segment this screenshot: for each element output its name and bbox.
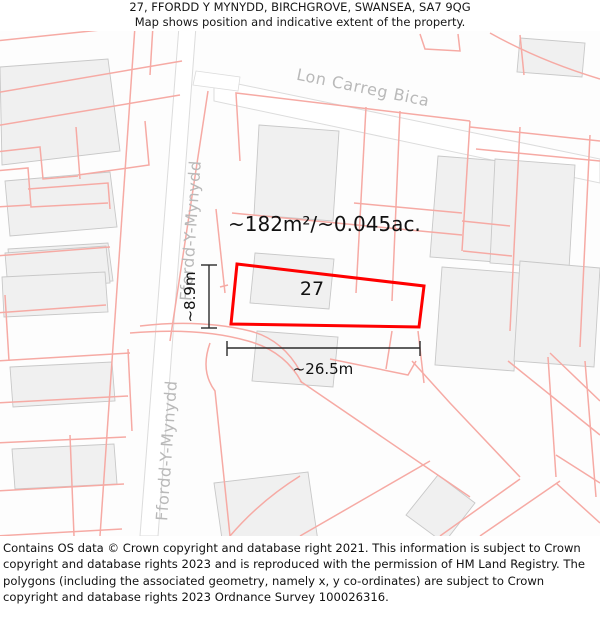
building-footprint xyxy=(1,271,109,318)
building-footprints xyxy=(0,37,600,536)
road-ffordd-y-mynydd xyxy=(139,31,197,536)
parcel-line xyxy=(507,360,600,436)
parcel-line xyxy=(69,434,75,536)
parcel-line xyxy=(231,212,463,236)
map-svg: Ffordd-Y-Mynydd Ffordd-Y-Mynydd Lon Carr… xyxy=(0,31,600,536)
building-footprint xyxy=(434,266,521,372)
parcel-line xyxy=(461,220,511,227)
parcel-line xyxy=(411,360,521,478)
parcel-line xyxy=(0,483,125,492)
width-dimension-label: ~26.5m xyxy=(293,360,354,378)
map-canvas[interactable]: Ffordd-Y-Mynydd Ffordd-Y-Mynydd Lon Carr… xyxy=(0,31,600,536)
parcel-line xyxy=(0,146,79,180)
parcel-line xyxy=(75,126,81,180)
parcel-line xyxy=(77,120,150,176)
parcel-line xyxy=(385,330,393,370)
parcel-line xyxy=(462,250,513,257)
building-footprint xyxy=(251,330,339,388)
attribution-text: Contains OS data © Crown copyright and d… xyxy=(3,541,585,604)
parcel-line xyxy=(547,356,557,478)
building-footprint xyxy=(213,471,318,536)
parcel-line xyxy=(419,33,461,52)
page-subtitle: Map shows position and indicative extent… xyxy=(134,15,466,29)
parcel-line xyxy=(0,31,99,42)
parcel-line xyxy=(469,126,600,142)
parcel-line xyxy=(127,348,133,432)
plot-number-label: 27 xyxy=(300,278,324,300)
parcel-line xyxy=(299,380,471,498)
width-dimension-bar xyxy=(226,341,421,356)
building-footprint xyxy=(253,124,340,222)
building-footprint xyxy=(513,260,600,368)
parcel-line xyxy=(129,330,303,384)
building-footprint xyxy=(0,58,121,166)
parcel-line xyxy=(555,454,600,484)
parcel-line xyxy=(299,460,431,536)
parcel-line xyxy=(0,167,109,208)
parcel-line xyxy=(439,478,521,536)
height-dimension-bar xyxy=(201,264,217,329)
parcel-line xyxy=(417,330,425,384)
parcel-line xyxy=(235,92,471,162)
parcel-line xyxy=(0,395,129,404)
parcel-line xyxy=(519,34,525,76)
parcel-line xyxy=(509,126,521,332)
parcel-line xyxy=(0,304,107,314)
parcel-boundaries xyxy=(0,31,600,536)
parcel-line xyxy=(579,134,591,348)
area-label: ~182m²/~0.045ac. xyxy=(228,212,421,236)
building-footprint xyxy=(516,37,586,78)
parcel-line xyxy=(355,106,367,294)
parcel-line xyxy=(475,148,600,162)
parcel-line xyxy=(0,352,131,362)
parcel-line xyxy=(4,294,10,362)
parcel-line xyxy=(391,110,401,302)
parcel-line xyxy=(353,202,463,214)
parcel-line xyxy=(0,204,31,208)
parcel-line xyxy=(584,360,597,498)
parcel-line xyxy=(149,31,154,76)
attribution-footer: Contains OS data © Crown copyright and d… xyxy=(0,536,600,625)
parcel-line xyxy=(0,246,111,257)
road-network xyxy=(139,31,600,536)
parcel-line xyxy=(329,358,417,376)
parcel-line xyxy=(479,480,561,536)
parcel-line xyxy=(27,182,111,210)
building-footprint xyxy=(11,443,118,490)
parcel-line xyxy=(0,436,127,444)
parcel-line xyxy=(215,208,226,294)
parcel-line xyxy=(461,120,471,252)
parcel-line xyxy=(169,90,209,342)
building-footprint xyxy=(489,158,576,270)
height-dimension-label: ~8.9m xyxy=(181,271,199,322)
parcel-line xyxy=(99,31,136,536)
parcel-line xyxy=(489,32,600,80)
road-lon-carreg-bica xyxy=(213,78,600,184)
parcel-line xyxy=(0,94,181,126)
parcel-line xyxy=(205,342,231,536)
property-outline-polygon[interactable] xyxy=(229,262,426,329)
parcel-line xyxy=(139,322,301,372)
parcel-line xyxy=(549,352,600,402)
parcel-line xyxy=(229,475,301,536)
building-footprint xyxy=(405,474,476,536)
building-footprint xyxy=(9,361,116,408)
header: 27, FFORDD Y MYNYDD, BIRCHGROVE, SWANSEA… xyxy=(0,0,600,31)
parcel-line xyxy=(555,482,600,524)
road-connector xyxy=(192,70,241,92)
page-title: 27, FFORDD Y MYNYDD, BIRCHGROVE, SWANSEA… xyxy=(129,0,471,14)
